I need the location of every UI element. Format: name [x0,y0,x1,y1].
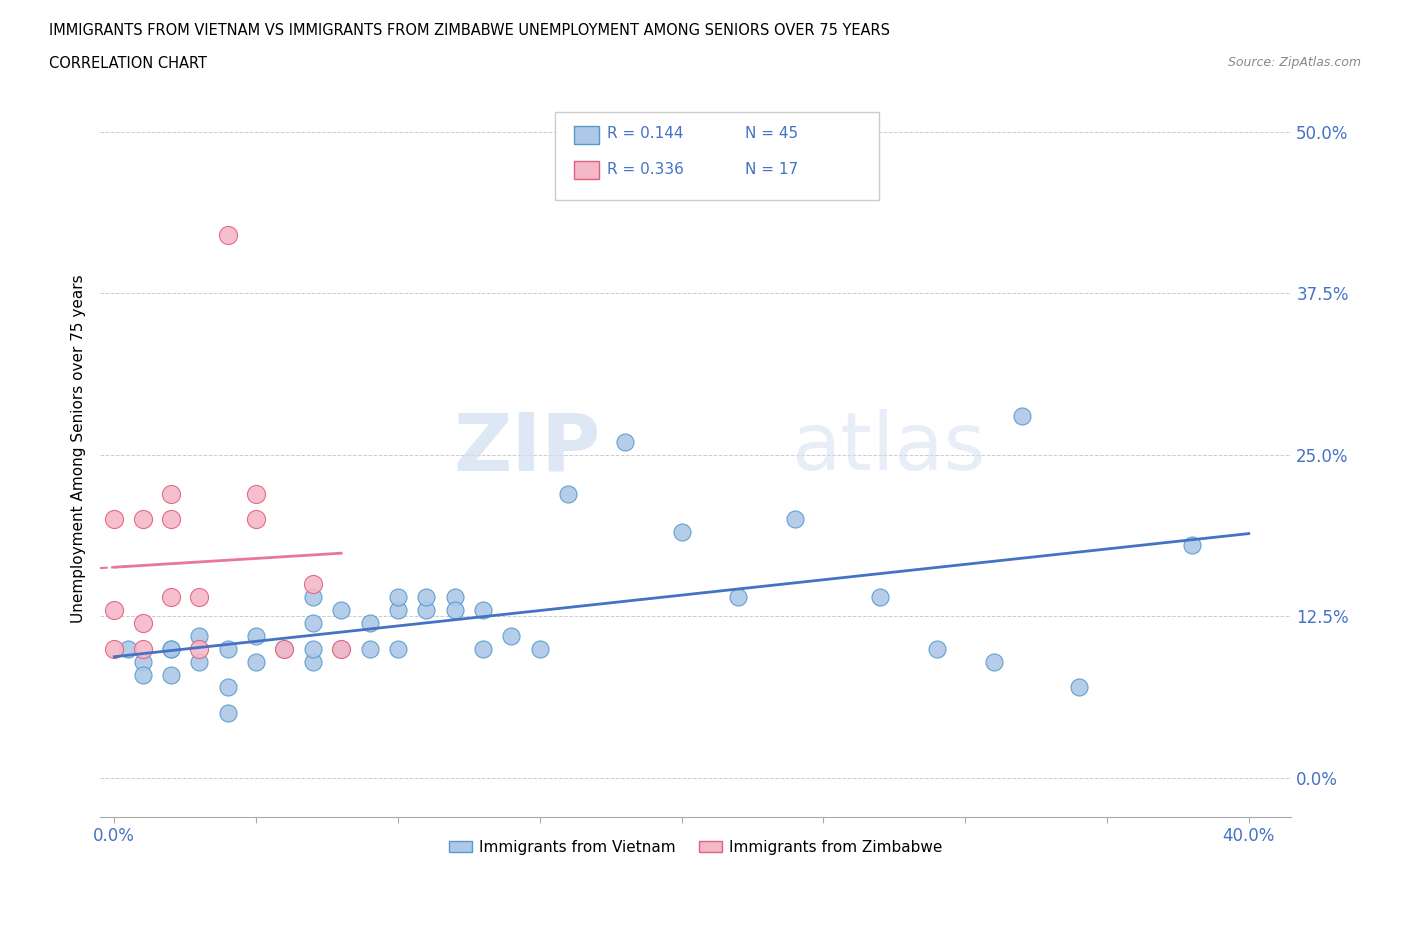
Text: Source: ZipAtlas.com: Source: ZipAtlas.com [1227,56,1361,69]
Point [501,629,523,644]
Point [131,512,153,527]
Legend: Immigrants from Vietnam, Immigrants from Zimbabwe: Immigrants from Vietnam, Immigrants from… [443,833,949,860]
Y-axis label: Unemployment Among Seniors over 75 years: Unemployment Among Seniors over 75 years [72,274,86,623]
Point [330,603,353,618]
Point [188,654,211,669]
Point [245,654,267,669]
Point [727,590,749,604]
Text: R = 0.144: R = 0.144 [607,126,683,141]
Point [273,642,295,657]
Point [1181,538,1204,552]
Point [160,667,183,682]
Point [783,512,806,527]
Point [529,642,551,657]
Point [131,654,153,669]
Point [1067,680,1090,695]
Point [359,616,381,631]
Point [302,642,325,657]
Point [273,642,295,657]
Point [188,642,211,657]
Point [245,512,267,527]
Point [245,486,267,501]
Point [217,642,239,657]
Point [302,577,325,591]
Text: N = 17: N = 17 [745,162,799,177]
Point [613,434,636,449]
Point [217,706,239,721]
Point [302,590,325,604]
Text: N = 45: N = 45 [745,126,799,141]
Point [472,603,495,618]
Point [131,616,153,631]
Point [415,603,437,618]
Point [160,486,183,501]
Point [671,525,693,539]
Point [443,590,465,604]
Point [273,642,295,657]
Point [359,642,381,657]
Point [983,654,1005,669]
Point [117,642,139,657]
Point [387,642,409,657]
Point [217,228,239,243]
Point [160,512,183,527]
Point [387,603,409,618]
Point [188,629,211,644]
Point [245,629,267,644]
Point [160,642,183,657]
Point [160,642,183,657]
Text: atlas: atlas [792,409,986,487]
Point [131,667,153,682]
Point [330,642,353,657]
Point [103,603,125,618]
Point [302,654,325,669]
Point [103,512,125,527]
Text: ZIP: ZIP [453,409,600,487]
Point [160,590,183,604]
Point [330,642,353,657]
Point [131,642,153,657]
Text: CORRELATION CHART: CORRELATION CHART [49,56,207,71]
Point [557,486,579,501]
Point [188,590,211,604]
Text: IMMIGRANTS FROM VIETNAM VS IMMIGRANTS FROM ZIMBABWE UNEMPLOYMENT AMONG SENIORS O: IMMIGRANTS FROM VIETNAM VS IMMIGRANTS FR… [49,23,890,38]
Point [103,642,125,657]
Point [472,642,495,657]
Point [869,590,891,604]
Text: R = 0.336: R = 0.336 [607,162,685,177]
Point [415,590,437,604]
Point [443,603,465,618]
Point [1011,408,1033,423]
Point [217,680,239,695]
Point [925,642,948,657]
Point [387,590,409,604]
Point [302,616,325,631]
